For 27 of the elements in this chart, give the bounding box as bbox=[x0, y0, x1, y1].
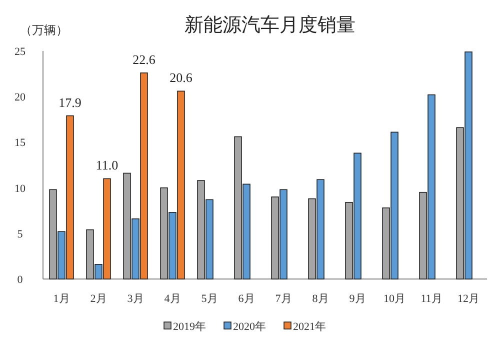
y-tick-label: 15 bbox=[14, 137, 26, 150]
x-tick-label: 8月 bbox=[312, 293, 329, 305]
data-label: 22.6 bbox=[132, 52, 156, 67]
x-tick-label: 2月 bbox=[90, 293, 107, 305]
x-tick-label: 5月 bbox=[201, 293, 218, 305]
data-label: 20.6 bbox=[170, 70, 193, 86]
data-label: 11.0 bbox=[96, 158, 118, 173]
x-tick-label: 4月 bbox=[164, 293, 181, 305]
legend-label: 2019年 bbox=[173, 321, 206, 333]
x-tick-label: 12月 bbox=[458, 293, 480, 305]
y-axis-title: （万辆） bbox=[20, 23, 68, 37]
legend-label: 2020年 bbox=[233, 321, 266, 333]
x-tick-label: 1月 bbox=[53, 293, 70, 305]
y-tick-label: 5 bbox=[17, 228, 24, 240]
x-tick-label: 7月 bbox=[275, 293, 292, 305]
legend-label: 2021年 bbox=[293, 321, 326, 333]
x-tick-label: 3月 bbox=[127, 293, 144, 305]
x-tick-label: 10月 bbox=[384, 293, 406, 305]
chart-title: 新能源汽车月度销量 bbox=[184, 14, 356, 36]
x-tick-label: 11月 bbox=[420, 293, 442, 305]
y-tick-label: 10 bbox=[14, 182, 26, 195]
x-tick-label: 6月 bbox=[238, 293, 255, 305]
data-label: 17.9 bbox=[58, 94, 82, 110]
y-tick-label: 20 bbox=[14, 92, 26, 104]
x-tick-label: 9月 bbox=[349, 293, 366, 305]
y-tick-label: 25 bbox=[14, 46, 26, 58]
y-tick-label: 0 bbox=[17, 274, 24, 286]
